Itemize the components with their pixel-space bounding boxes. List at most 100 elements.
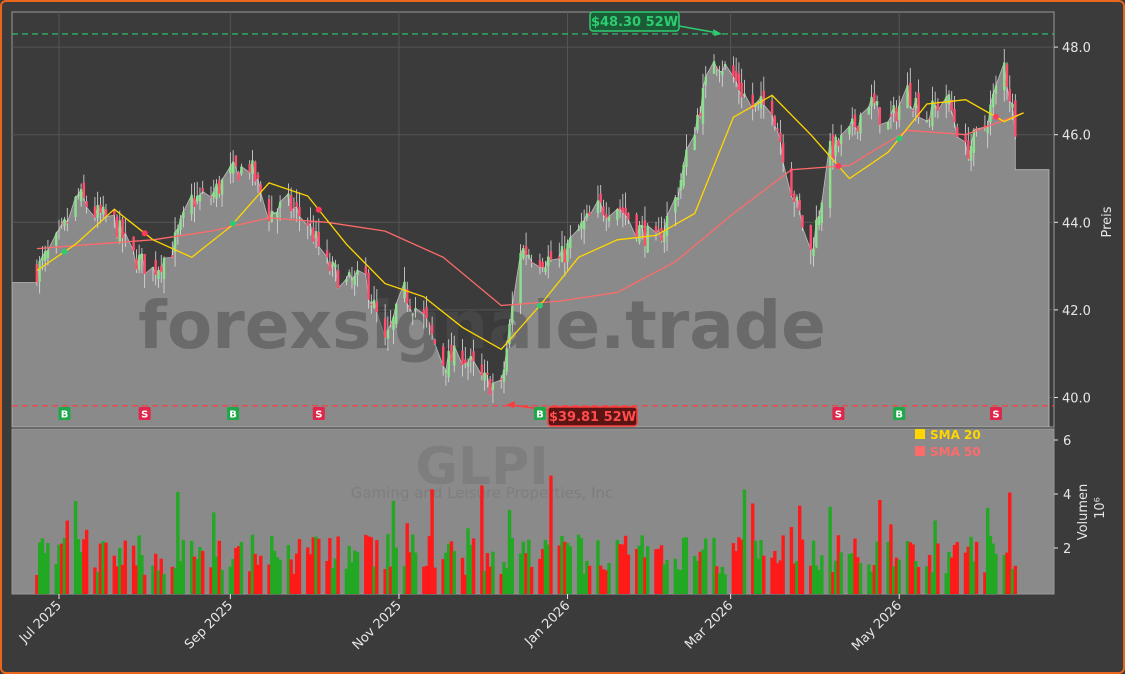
volume-bar (557, 545, 561, 594)
volume-bar (563, 541, 567, 594)
volume-bar (936, 543, 940, 594)
volume-bar (181, 539, 186, 594)
candle-body (582, 220, 586, 230)
candle-body (795, 196, 799, 202)
volume-bar (433, 567, 437, 594)
candle-body (190, 194, 193, 215)
volume-bar (715, 566, 719, 594)
candle-body (386, 329, 390, 339)
volume-bar (460, 557, 465, 594)
candle-body (466, 362, 470, 367)
volume-bar (372, 566, 376, 594)
volume-bar (933, 520, 937, 594)
candle-body (502, 369, 506, 382)
candle-body (115, 216, 119, 238)
volume-bar (104, 542, 108, 594)
volume-bar (325, 560, 329, 594)
candle-body (118, 220, 121, 242)
candle-body (640, 225, 644, 229)
candle-body (889, 114, 893, 117)
volume-bar (925, 566, 929, 594)
candle-body (991, 93, 995, 108)
volume-bar (253, 553, 257, 594)
volume-bar (120, 564, 125, 594)
volume-bar (159, 558, 163, 594)
candle-body (1005, 64, 1009, 87)
volume-bar (112, 555, 116, 594)
volume-bar (582, 573, 586, 594)
candle-body (331, 261, 334, 267)
volume-bar (872, 565, 877, 594)
volume-bar (704, 538, 708, 594)
volume-bar (817, 569, 821, 594)
candle-body (179, 218, 182, 230)
signal-label: S (992, 410, 999, 421)
candle-body (1011, 103, 1014, 108)
volume-bar (256, 564, 260, 594)
candle-body (74, 196, 77, 217)
candle-body (229, 166, 232, 174)
low-52w-label: $39.81 52W (549, 410, 636, 425)
volume-bar (192, 556, 197, 594)
candle-body (693, 134, 696, 151)
crossover-dot (230, 220, 237, 227)
candle-body (441, 346, 445, 366)
volume-bar (267, 564, 271, 594)
crossover-dot (61, 248, 68, 255)
candle-body (718, 71, 721, 73)
volume-bar (814, 565, 819, 594)
volume-bar (452, 551, 456, 594)
candle-body (549, 250, 553, 261)
volume-bar (983, 572, 987, 594)
volume-bar (869, 571, 874, 594)
volume-bar (781, 535, 785, 594)
volume-bar (1005, 552, 1009, 594)
candle-body (251, 160, 254, 174)
volume-bar (601, 569, 606, 594)
volume-bar (833, 560, 838, 594)
high-52w-label: $48.30 52W (591, 15, 678, 30)
volume-bar (565, 543, 570, 594)
candle-body (212, 191, 215, 198)
volume-bar (482, 571, 487, 594)
candle-body (1014, 100, 1017, 137)
candle-body (63, 219, 66, 227)
candle-body (859, 114, 862, 134)
volume-bar (388, 566, 393, 594)
signal-label: B (536, 410, 544, 421)
candle-body (563, 249, 566, 263)
crossover-dot (315, 206, 322, 213)
candle-body (737, 73, 741, 90)
candle-body (157, 269, 160, 280)
candle-body (776, 128, 779, 131)
volume-bar (673, 558, 678, 594)
volume-bar (76, 539, 81, 594)
volume-bar (875, 541, 879, 594)
volume-bar (894, 557, 899, 594)
x-tick-label: Sep 2025 (182, 598, 236, 652)
buy-signal (227, 407, 240, 420)
volume-bar (1010, 569, 1015, 594)
candle-body (66, 222, 69, 224)
volume-bar (599, 565, 603, 594)
candle-body (317, 231, 320, 247)
crossover-dot (896, 135, 903, 142)
volume-bar (518, 553, 523, 594)
volume-bar (480, 485, 484, 594)
candle-body (79, 189, 83, 202)
candle-body (790, 168, 793, 197)
volume-bar (134, 565, 139, 594)
volume-bar (587, 565, 592, 594)
volume-bar (911, 544, 915, 594)
volume-bar (908, 542, 912, 594)
candle-body (273, 213, 276, 215)
candle-body (383, 318, 387, 338)
candle-body (292, 207, 296, 209)
candle-body (113, 210, 116, 216)
volume-bar (198, 547, 202, 594)
candle-body (994, 85, 998, 94)
volume-bar (540, 549, 545, 594)
candle-body (757, 100, 760, 103)
volume-bar (529, 566, 534, 594)
candle-body (46, 250, 50, 259)
